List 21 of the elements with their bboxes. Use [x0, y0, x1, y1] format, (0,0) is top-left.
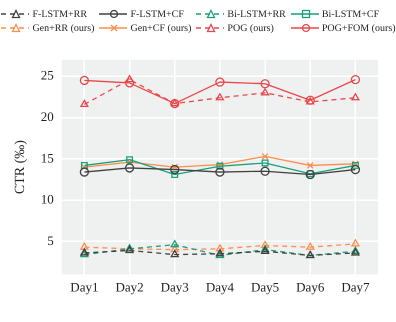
- x-tick-label: Day6: [296, 280, 325, 295]
- x-tick-label: Day5: [250, 280, 280, 295]
- y-tick-label: 5: [47, 232, 54, 248]
- y-tick-label: 25: [40, 68, 54, 83]
- y-axis-title: CTR (‰): [13, 140, 28, 194]
- legend-label: POG (ours): [227, 22, 274, 34]
- y-tick-label: 15: [40, 150, 54, 166]
- y-tick-label: 20: [40, 109, 54, 124]
- x-tick-label: Day1: [70, 280, 98, 295]
- legend-label: POG+FOM (ours): [322, 22, 396, 34]
- x-tick-label: Day4: [206, 280, 234, 295]
- legend-label: Bi-LSTM+RR: [227, 8, 286, 20]
- legend-label: Gen+RR (ours): [32, 22, 94, 34]
- legend-label: Bi-LSTM+CF: [322, 8, 380, 20]
- x-tick-label: Day7: [341, 280, 370, 295]
- y-tick-label: 10: [40, 192, 54, 207]
- legend-label: F-LSTM+CF: [130, 8, 184, 20]
- legend-label: F-LSTM+RR: [32, 8, 87, 20]
- x-tick-label: Day3: [160, 280, 189, 295]
- x-tick-label: Day2: [115, 280, 144, 295]
- legend-label: Gen+CF (ours): [130, 22, 192, 34]
